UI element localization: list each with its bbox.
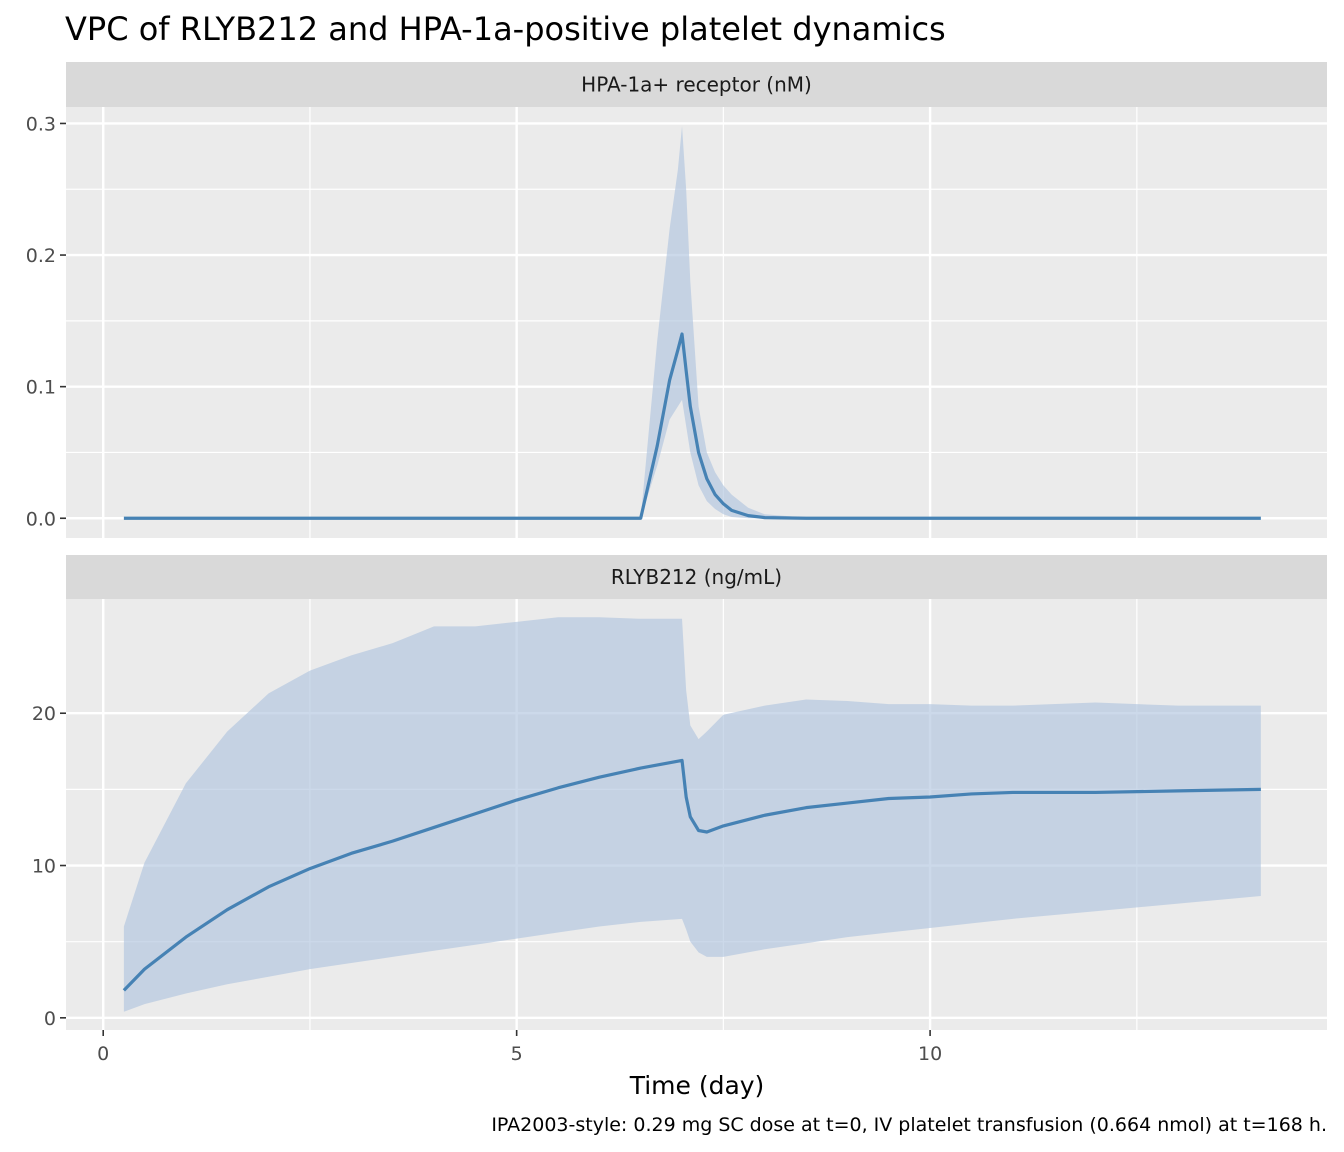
strip-background [66,62,1327,107]
x-axis-title: Time (day) [629,1071,765,1100]
y-tick-label: 0.1 [26,377,56,399]
y-tick-label: 0.0 [26,508,56,530]
y-tick-label: 10 [32,856,56,878]
y-axis: 0 10 20 [32,703,66,1030]
x-tick-label: 0 [97,1043,109,1065]
y-tick-label: 0 [44,1008,56,1030]
x-axis: 0 5 10 [97,1030,942,1065]
x-tick-label: 5 [511,1043,523,1065]
strip-label-rlyb212: RLYB212 (ng/mL) [611,565,782,589]
x-tick-label: 10 [918,1043,942,1065]
chart-title: VPC of RLYB212 and HPA-1a-positive plate… [65,10,946,48]
data-marks [123,126,1261,520]
prediction-interval-ribbon [123,617,1261,1012]
prediction-interval-ribbon [123,126,1261,519]
y-tick-label: 0.2 [26,245,56,267]
median-line [123,332,1261,520]
strip-label-receptor: HPA-1a+ receptor (nM) [581,73,812,97]
data-marks [122,617,1261,1012]
median-line [122,758,1261,992]
chart-caption: IPA2003-style: 0.29 mg SC dose at t=0, I… [491,1114,1327,1136]
panel-rlyb212: RLYB212 (ng/mL) 0 10 20 [32,555,1327,1030]
panel-receptor: HPA-1a+ receptor (nM) 0.0 0.1 0.2 0.3 [26,62,1327,538]
y-tick-label: 20 [32,703,56,725]
y-tick-label: 0.3 [26,113,56,135]
strip-background [66,555,1327,599]
y-axis: 0.0 0.1 0.2 0.3 [26,113,66,530]
